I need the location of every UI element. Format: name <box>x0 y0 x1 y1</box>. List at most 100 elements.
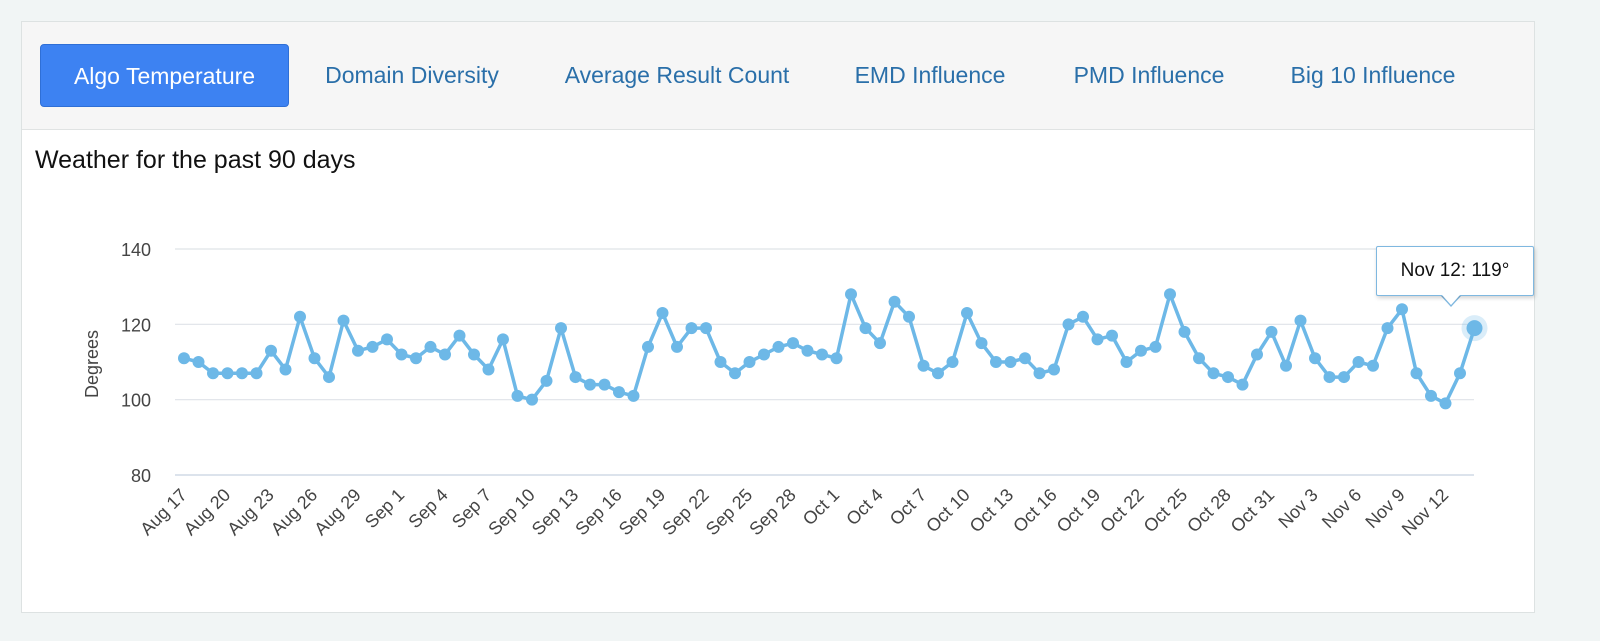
tab-big-10-influence[interactable]: Big 10 Influence <box>1290 62 1456 88</box>
data-point[interactable] <box>1251 348 1263 361</box>
data-point[interactable] <box>1352 356 1365 368</box>
data-point[interactable] <box>1193 352 1205 365</box>
data-point[interactable] <box>1323 371 1336 384</box>
data-point[interactable] <box>1106 329 1118 342</box>
data-point[interactable] <box>424 340 437 353</box>
data-point[interactable] <box>1309 352 1321 365</box>
data-point[interactable] <box>1091 333 1104 346</box>
data-point[interactable] <box>1149 340 1162 353</box>
data-point[interactable] <box>381 333 393 346</box>
data-point[interactable] <box>453 329 466 342</box>
data-point[interactable] <box>1048 363 1060 376</box>
data-point[interactable] <box>294 310 306 323</box>
data-point[interactable] <box>801 344 814 357</box>
data-point[interactable] <box>1410 367 1423 380</box>
x-tick-label: Sep 22 <box>658 485 712 539</box>
data-point[interactable] <box>917 359 930 372</box>
data-point[interactable] <box>569 371 582 384</box>
data-point[interactable] <box>714 356 727 368</box>
data-point[interactable] <box>642 340 654 353</box>
data-point[interactable] <box>439 348 451 361</box>
data-point[interactable] <box>265 344 277 357</box>
data-point[interactable] <box>468 348 480 361</box>
data-point[interactable] <box>1265 325 1278 338</box>
data-point[interactable] <box>729 367 741 380</box>
data-point[interactable] <box>1439 397 1452 410</box>
data-point[interactable] <box>990 356 1002 368</box>
data-point[interactable] <box>845 288 857 301</box>
data-point[interactable] <box>1367 359 1379 372</box>
data-point[interactable] <box>323 371 335 384</box>
data-point[interactable] <box>1120 356 1133 368</box>
data-point[interactable] <box>656 307 669 320</box>
data-point[interactable] <box>874 337 886 350</box>
data-point[interactable] <box>961 307 973 320</box>
data-point[interactable] <box>613 386 625 399</box>
data-point[interactable] <box>482 363 495 376</box>
data-point[interactable] <box>207 367 219 380</box>
data-point[interactable] <box>1222 371 1234 384</box>
data-point[interactable] <box>685 322 698 335</box>
data-point[interactable] <box>1454 367 1466 380</box>
data-point[interactable] <box>1294 314 1307 327</box>
data-point[interactable] <box>410 352 422 365</box>
data-point[interactable] <box>671 340 683 353</box>
data-point[interactable] <box>946 356 959 368</box>
data-point[interactable] <box>1236 378 1249 391</box>
data-point[interactable] <box>598 378 611 391</box>
data-point[interactable] <box>975 337 988 350</box>
data-point[interactable] <box>859 322 872 335</box>
data-point[interactable] <box>250 367 263 380</box>
data-point[interactable] <box>1033 367 1046 380</box>
data-point[interactable] <box>178 352 190 365</box>
data-point[interactable] <box>772 340 785 353</box>
data-point[interactable] <box>1396 303 1408 316</box>
y-tick-label: 140 <box>121 240 151 260</box>
data-point[interactable] <box>192 356 205 368</box>
data-point[interactable] <box>352 344 364 357</box>
data-point[interactable] <box>1164 288 1176 301</box>
data-point[interactable] <box>279 363 292 376</box>
data-point[interactable] <box>1178 325 1191 338</box>
data-point[interactable] <box>787 337 799 350</box>
data-point[interactable] <box>1381 322 1394 335</box>
data-point[interactable] <box>932 367 944 380</box>
tab-average-result-count[interactable]: Average Result Count <box>564 62 790 88</box>
data-point[interactable] <box>700 322 712 335</box>
data-point[interactable] <box>540 374 553 387</box>
data-point[interactable] <box>1338 371 1350 384</box>
data-point[interactable] <box>1466 320 1483 337</box>
data-point[interactable] <box>1425 389 1437 402</box>
x-tick-label: Sep 10 <box>484 485 538 539</box>
data-point[interactable] <box>1019 352 1031 365</box>
data-point[interactable] <box>1135 344 1147 357</box>
data-point[interactable] <box>337 314 350 327</box>
tooltip-arrow <box>1442 295 1460 305</box>
data-point[interactable] <box>627 389 640 402</box>
data-point[interactable] <box>1004 356 1017 368</box>
data-point[interactable] <box>236 367 248 380</box>
data-point[interactable] <box>221 367 234 380</box>
data-point[interactable] <box>888 295 901 308</box>
data-point[interactable] <box>743 356 756 368</box>
data-point[interactable] <box>1207 367 1220 380</box>
data-point[interactable] <box>555 322 567 335</box>
data-point[interactable] <box>816 348 828 361</box>
data-point[interactable] <box>511 389 524 402</box>
data-point[interactable] <box>1077 310 1089 323</box>
data-point[interactable] <box>395 348 408 361</box>
data-point[interactable] <box>1062 318 1075 331</box>
data-point[interactable] <box>497 333 509 346</box>
tab-emd-influence[interactable]: EMD Influence <box>854 62 1006 88</box>
data-point[interactable] <box>366 340 379 353</box>
data-point[interactable] <box>1280 359 1292 372</box>
data-point[interactable] <box>308 352 321 365</box>
tab-pmd-influence[interactable]: PMD Influence <box>1073 62 1225 88</box>
data-point[interactable] <box>526 393 538 406</box>
tab-domain-diversity[interactable]: Domain Diversity <box>325 62 499 88</box>
data-point[interactable] <box>758 348 770 361</box>
data-point[interactable] <box>830 352 843 365</box>
data-point[interactable] <box>903 310 915 323</box>
tab-algo-temperature[interactable]: Algo Temperature <box>40 44 289 107</box>
data-point[interactable] <box>584 378 596 391</box>
